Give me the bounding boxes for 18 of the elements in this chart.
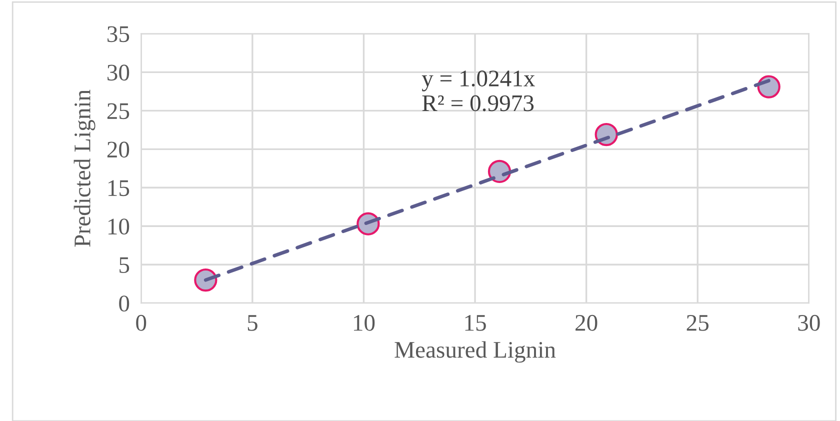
x-tick-label: 15 <box>465 315 486 331</box>
x-tick-label: 25 <box>686 314 709 331</box>
y-tick-label: 20 <box>107 142 130 158</box>
x-tick-label: 10 <box>354 314 375 331</box>
y-axis-title: Predicted Lignin <box>74 90 96 247</box>
x-tick-label: 30 <box>798 314 820 331</box>
annotation: y = 1.0241x R² = 0.9973 <box>422 70 535 112</box>
x-tick-label: 20 <box>576 314 598 331</box>
y-tick-label: 15 <box>108 180 130 196</box>
x-axis-title: Measured Lignin <box>394 341 556 363</box>
y-tick-label: 0 <box>119 296 130 312</box>
y-tick-label: 5 <box>120 257 130 274</box>
y-tick-label: 10 <box>108 218 130 235</box>
y-tick-label: 35 <box>108 26 130 42</box>
x-tick-label: 0 <box>136 314 146 331</box>
y-tick-label: 25 <box>107 103 130 120</box>
x-tick-label: 5 <box>248 315 258 331</box>
y-tick-label: 30 <box>108 64 130 81</box>
